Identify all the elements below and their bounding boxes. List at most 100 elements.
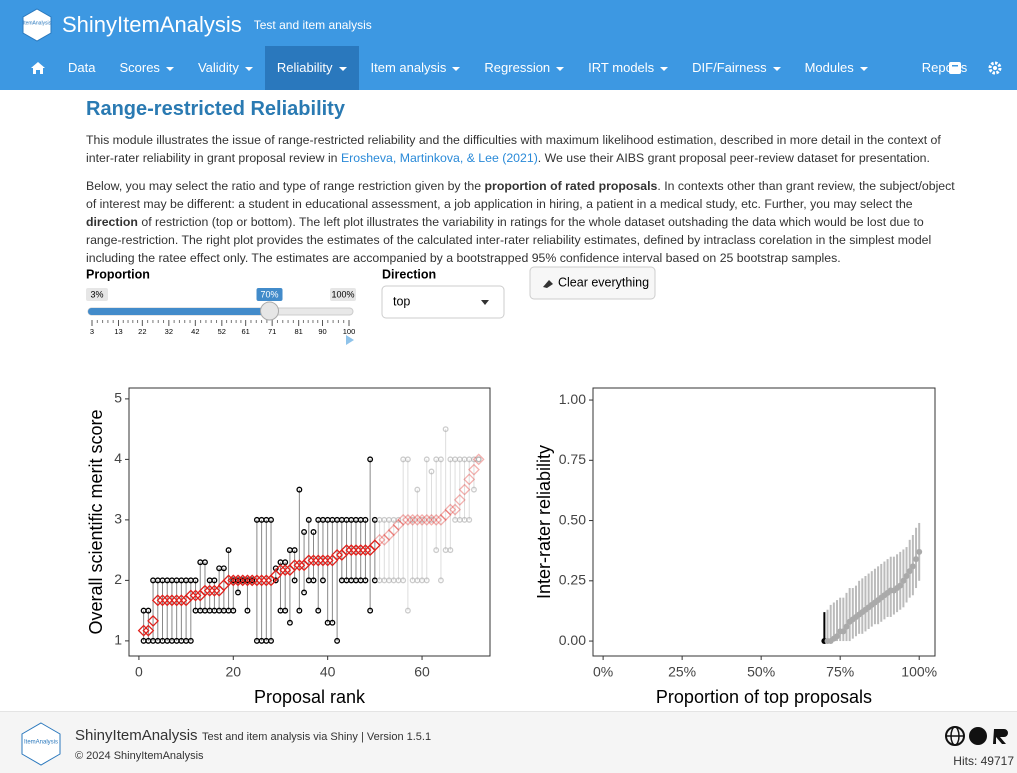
slider-handle[interactable] xyxy=(260,301,280,321)
slider-fill xyxy=(88,308,270,315)
rating-point xyxy=(428,516,435,523)
mean-diamond xyxy=(392,518,405,531)
rating-point xyxy=(244,607,251,614)
mean-diamond xyxy=(439,509,452,521)
estimate-point xyxy=(906,568,913,575)
rating-point xyxy=(282,607,289,614)
nav-item[interactable]: Validity xyxy=(186,46,265,90)
caret xyxy=(165,66,174,71)
proportion-label: Proportion xyxy=(86,267,150,281)
rating-point xyxy=(466,516,473,523)
play-button[interactable] xyxy=(346,335,354,345)
rating-point xyxy=(310,529,317,535)
nav-item[interactable]: Data xyxy=(56,46,107,90)
slider-tick-label: 100 xyxy=(343,327,356,336)
page-title: Range-restricted Reliability xyxy=(86,98,345,120)
caret xyxy=(244,66,253,71)
rating-point xyxy=(230,607,237,614)
footer-icons[interactable] xyxy=(944,725,1014,747)
plots: 1 2 3 4 5 0 20 40 60 Proposal rank Overall scienti… xyxy=(86,387,937,707)
mean-diamond xyxy=(227,574,240,587)
nav-label: Scores xyxy=(119,60,160,75)
nav-item[interactable]: Reliability xyxy=(264,46,359,90)
slider-tick-label: 71 xyxy=(268,327,276,336)
mean-diamond xyxy=(435,513,447,526)
nav-item[interactable]: IRT models xyxy=(576,46,680,90)
nav-label: Validity xyxy=(197,60,239,75)
hit-counter: Hits: 49717 xyxy=(953,754,1014,768)
y-axis-title: Overall scientific merit score xyxy=(86,409,106,634)
slider-tick-label: 81 xyxy=(294,327,302,336)
mean-diamond xyxy=(208,584,221,597)
direction-value: top xyxy=(393,294,410,308)
footer-text: ShinyItemAnalysis Test and item analysis… xyxy=(75,727,431,745)
mean-diamond xyxy=(166,594,178,607)
caret xyxy=(452,66,461,71)
direction-select[interactable] xyxy=(381,285,505,319)
rating-point xyxy=(192,577,199,584)
rating-point xyxy=(235,589,241,596)
rating-point xyxy=(404,456,411,463)
rating-point xyxy=(334,637,341,644)
rating-point xyxy=(268,637,274,644)
mean-diamond xyxy=(255,574,268,587)
nav-item[interactable]: Regression xyxy=(472,46,576,90)
caret xyxy=(338,66,347,71)
y-tick-label: 0.25 xyxy=(559,572,586,588)
x-tick-label: 75% xyxy=(826,664,854,680)
slider-min-label: 3% xyxy=(90,289,103,299)
mean-diamond xyxy=(232,574,244,587)
book-icon[interactable] xyxy=(948,61,962,75)
mean-diamond xyxy=(279,564,292,577)
nav-item[interactable]: Modules xyxy=(793,46,880,90)
mean-diamond xyxy=(425,513,438,526)
rating-point xyxy=(362,577,369,584)
mean-diamond xyxy=(387,524,400,537)
estimate-point xyxy=(897,582,904,589)
home-icon[interactable] xyxy=(30,61,46,75)
rating-point xyxy=(367,607,374,614)
citation-link[interactable]: Erosheva, Martinkova, & Lee (2021) xyxy=(340,151,538,165)
text-segment: of restriction (top or bottom). The left… xyxy=(86,215,932,265)
y-tick-label: 0.75 xyxy=(559,451,586,467)
nav-item[interactable]: Item analysis xyxy=(359,46,473,90)
y-tick-label: 0.00 xyxy=(559,632,586,648)
estimate-point xyxy=(843,623,850,630)
caret xyxy=(556,66,565,71)
mean-diamond xyxy=(170,594,183,607)
mean-diamond xyxy=(368,539,381,552)
nav-item[interactable]: Scores xyxy=(107,46,185,90)
mean-diamond xyxy=(472,453,485,466)
y-axis-title: Inter-rater reliability xyxy=(534,445,554,599)
settings-icon[interactable] xyxy=(988,61,1002,75)
mean-diamond xyxy=(401,513,414,526)
rating-point xyxy=(442,426,449,433)
mean-diamond xyxy=(302,554,315,567)
rating-point xyxy=(414,486,421,493)
mean-diamond xyxy=(359,544,372,557)
plot: 0.00 0.25 0.50 0.75 1.00 0% 25% 50% 75% 100% Propo… xyxy=(534,387,937,707)
rating-point xyxy=(202,559,208,566)
estimate-point xyxy=(840,628,847,635)
nav-item[interactable]: DIF/Fairness xyxy=(680,46,792,90)
nav-label: Modules xyxy=(804,60,854,75)
clear-button[interactable] xyxy=(529,266,656,300)
slider-tick-label: 90 xyxy=(318,327,326,336)
text-segment: . We use their AIBS grant proposal peer-… xyxy=(537,151,930,165)
nav-item[interactable]: Reports xyxy=(910,46,980,90)
rating-point xyxy=(291,547,298,554)
plot: 1 2 3 4 5 0 20 40 60 Proposal rank Overall scienti… xyxy=(86,387,491,707)
slider-max-label: 100% xyxy=(331,289,354,299)
nav-label: IRT models xyxy=(588,60,655,75)
x-tick-label: 40 xyxy=(320,664,336,680)
slider-tick-label: 42 xyxy=(191,327,199,336)
x-tick-label: 25% xyxy=(668,664,696,680)
rating-point xyxy=(249,577,256,584)
caret xyxy=(772,66,781,71)
mean-diamond xyxy=(184,589,197,602)
mean-diamond xyxy=(430,513,443,526)
x-tick-label: 0% xyxy=(593,664,613,680)
rating-point xyxy=(437,456,444,463)
rating-point xyxy=(395,516,402,523)
